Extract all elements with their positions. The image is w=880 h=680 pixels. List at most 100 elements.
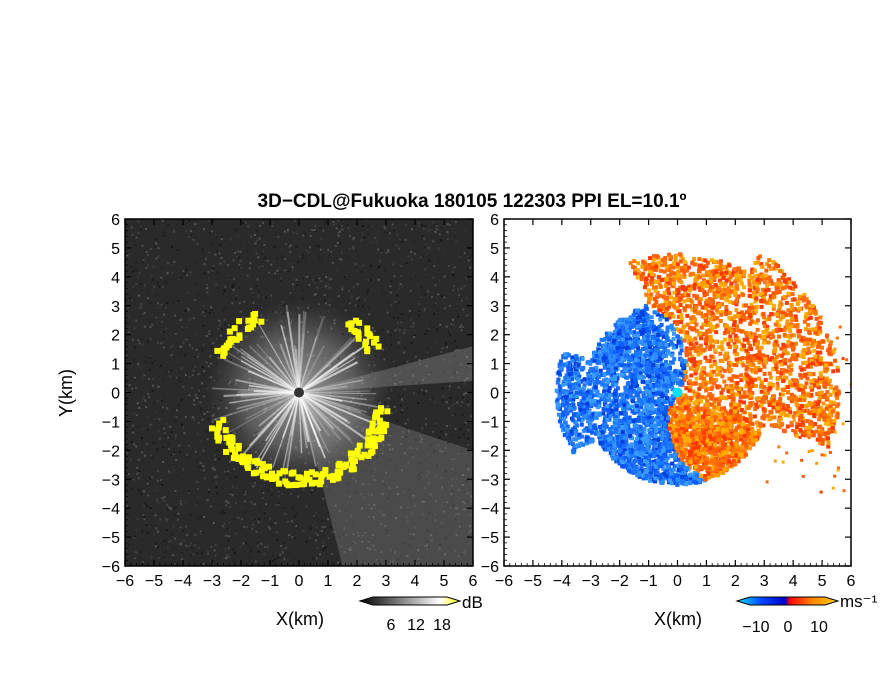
noise-pixel [186,307,189,310]
noise-pixel [243,512,246,515]
noise-pixel [364,531,367,534]
noise-pixel [411,381,414,384]
noise-pixel [418,543,421,546]
velocity-pixel [763,291,768,296]
noise-pixel [131,496,134,499]
noise-pixel [132,431,135,434]
noise-pixel [136,466,139,469]
velocity-pixel [795,301,800,306]
noise-pixel [452,504,455,507]
noise-pixel [220,557,223,560]
radial-streak [298,317,325,393]
noise-pixel [151,539,154,542]
velocity-pixel [566,393,571,398]
noise-pixel [428,229,431,232]
echo-ring-pixel [301,480,308,487]
radial-streak [245,352,300,394]
noise-pixel [434,422,437,425]
velocity-pixel [681,404,686,409]
noise-pixel [443,358,446,361]
noise-pixel [412,389,415,392]
noise-pixel [471,500,473,503]
noise-pixel [276,257,279,260]
noise-pixel [389,291,392,294]
velocity-pixel [799,353,804,358]
velocity-pixel [653,377,658,382]
velocity-pixel [806,346,811,351]
noise-pixel [142,514,145,517]
noise-pixel [387,431,390,434]
radial-streak [282,392,300,470]
noise-pixel [136,518,139,521]
noise-pixel [285,243,288,246]
noise-pixel [424,524,427,527]
velocity-pixel [692,257,697,262]
noise-pixel [241,222,244,225]
noise-pixel [366,536,369,539]
noise-pixel [151,389,154,392]
echo-ring-pixel [249,317,256,324]
noise-pixel [433,265,436,268]
velocity-pixel [787,358,792,363]
noise-pixel [126,225,129,228]
noise-pixel [400,469,403,472]
noise-pixel [185,451,188,454]
noise-pixel [231,286,234,289]
velocity-pixel [741,285,746,290]
echo-ring-pixel [364,330,371,337]
noise-pixel [253,233,256,236]
noise-pixel [266,546,269,549]
noise-pixel [320,550,323,553]
noise-pixel [230,324,233,327]
noise-pixel [170,453,173,456]
noise-pixel [345,534,348,537]
noise-pixel [467,259,470,262]
noise-pixel [153,285,156,288]
velocity-pixel [717,278,722,283]
echo-ring-pixel [349,461,356,468]
noise-pixel [376,251,379,254]
noise-pixel [394,374,397,377]
velocity-pixel [817,399,822,404]
velocity-pixel [798,406,803,411]
noise-pixel [412,375,415,378]
noise-pixel [203,293,206,296]
noise-pixel [450,489,453,492]
noise-pixel [423,545,426,548]
velocity-pixel [813,383,818,388]
noise-pixel [235,255,238,258]
noise-pixel [161,497,164,500]
y-tick-label: −6 [102,559,120,576]
noise-pixel [440,332,443,335]
noise-pixel [166,272,169,275]
noise-pixel [313,242,316,245]
velocity-pixel [642,431,647,436]
noise-pixel [368,515,371,518]
noise-pixel [369,468,372,471]
noise-pixel [186,274,189,277]
noise-pixel [426,244,429,247]
noise-pixel [454,427,457,430]
noise-pixel [195,387,198,390]
velocity-pixel [814,341,819,346]
noise-pixel [173,437,176,440]
noise-pixel [396,294,399,297]
velocity-pixel [654,295,659,300]
velocity-pixel [731,385,736,390]
noise-pixel [423,487,426,490]
noise-pixel [170,516,173,519]
noise-pixel [182,402,185,405]
velocity-pixel [740,361,745,366]
noise-pixel [131,388,134,391]
noise-pixel [126,376,129,379]
velocity-pixel [600,423,605,428]
noise-pixel [395,308,398,311]
noise-pixel [286,520,289,523]
velocity-pixel [671,417,676,422]
noise-pixel [225,477,228,480]
noise-pixel [462,380,465,383]
noise-pixel [133,535,136,538]
noise-pixel [409,318,412,321]
velocity-pixel [802,347,807,352]
noise-pixel [237,516,240,519]
